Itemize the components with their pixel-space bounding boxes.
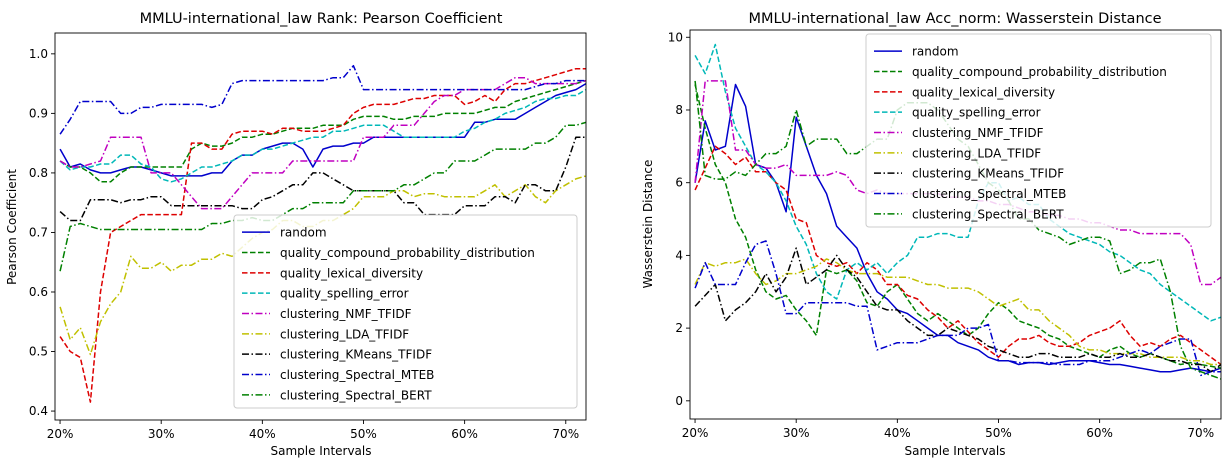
y-tick-label: 0.7	[29, 225, 48, 239]
x-tick-label: 70%	[1187, 426, 1214, 440]
x-tick-label: 70%	[552, 427, 579, 441]
legend-label: clustering_Spectral_MTEB	[280, 368, 434, 382]
series-line-clustering-lda-tfidf	[694, 258, 1221, 366]
plot-frame	[54, 32, 587, 421]
x-tick-label: 20%	[47, 427, 74, 441]
y-tick-label: 0.4	[29, 404, 48, 418]
legend: random quality_compound_probability_distr…	[865, 33, 1212, 228]
series-line-quality-lexical-diversity	[59, 67, 586, 403]
chart-title: MMLU-international_law Rank: Pearson Coe…	[140, 11, 503, 27]
legend-label: clustering_Spectral_BERT	[912, 207, 1064, 221]
x-axis-label: Sample Intervals	[270, 444, 371, 458]
series-line-clustering-spectral-bert	[59, 121, 586, 272]
y-axis-label: Wasserstein Distance	[641, 160, 655, 289]
legend-label: quality_spelling_error	[280, 287, 409, 301]
x-tick-label: 40%	[884, 426, 911, 440]
x-tick-label: 50%	[350, 427, 377, 441]
legend-box	[865, 33, 1212, 228]
legend-label: clustering_KMeans_TFIDF	[280, 348, 432, 362]
legend-label: quality_compound_probability_distributio…	[280, 246, 535, 260]
x-tick-label: 20%	[682, 426, 709, 440]
series-line-clustering-kmeans-tfidf	[694, 247, 1221, 373]
y-tick-label: 0.8	[29, 166, 48, 180]
series-line-clustering-spectral-mteb	[694, 240, 1221, 377]
y-tick-label: 0.5	[29, 345, 48, 359]
legend-label: clustering_NMF_TFIDF	[280, 307, 412, 321]
legend: random quality_compound_probability_distr…	[233, 214, 578, 409]
y-tick-label: 0.6	[29, 285, 48, 299]
series-group	[694, 43, 1221, 380]
pearson-chart: MMLU-international_law Rank: Pearson Coe…	[5, 11, 587, 458]
legend-label: clustering_LDA_TFIDF	[912, 146, 1041, 160]
x-tick-label: 30%	[148, 427, 175, 441]
chart-title: MMLU-international_law Acc_norm: Wassers…	[748, 11, 1161, 27]
x-tick-label: 30%	[783, 426, 810, 440]
y-tick-label: 1.0	[29, 47, 48, 61]
series-line-clustering-nmf-tfidf	[694, 80, 1221, 286]
legend-box	[233, 214, 578, 409]
y-tick-label: 2	[675, 321, 683, 335]
x-tick-label: 60%	[1086, 426, 1113, 440]
y-axis-label: Pearson Coefficient	[5, 169, 19, 285]
y-tick-label: 0	[675, 394, 683, 408]
x-tick-label: 50%	[985, 426, 1012, 440]
legend-label: clustering_KMeans_TFIDF	[912, 167, 1064, 181]
legend-label: clustering_NMF_TFIDF	[912, 126, 1044, 140]
legend-label: quality_lexical_diversity	[912, 85, 1055, 99]
series-line-quality-lexical-diversity	[694, 145, 1221, 366]
series-line-quality-spelling-error	[694, 43, 1221, 322]
y-tick-label: 6	[675, 176, 683, 190]
series-line-random	[59, 82, 586, 177]
series-line-clustering-spectral-mteb	[59, 64, 586, 135]
series-line-random	[694, 83, 1221, 373]
legend-label: clustering_Spectral_BERT	[280, 388, 432, 402]
series-line-quality-compound-probability-distribution	[59, 79, 586, 183]
y-tick-label: 0.9	[29, 106, 48, 120]
series-line-clustering-nmf-tfidf	[59, 76, 586, 210]
legend-label: random	[912, 45, 959, 59]
legend-label: clustering_LDA_TFIDF	[280, 327, 409, 341]
y-tick-label: 10	[668, 30, 683, 44]
x-axis-label: Sample Intervals	[904, 444, 1005, 458]
wasserstein-chart: MMLU-international_law Acc_norm: Wassers…	[641, 11, 1222, 458]
legend-label: quality_lexical_diversity	[280, 266, 423, 280]
legend-label: random	[280, 226, 327, 240]
plot-frame	[689, 29, 1222, 420]
legend-label: quality_compound_probability_distributio…	[912, 65, 1167, 79]
x-tick-label: 60%	[451, 427, 478, 441]
x-tick-label: 40%	[249, 427, 276, 441]
series-line-quality-compound-probability-distribution	[694, 84, 1221, 369]
legend-label: quality_spelling_error	[912, 106, 1041, 120]
series-line-quality-spelling-error	[59, 88, 586, 183]
y-tick-label: 8	[675, 103, 683, 117]
y-tick-label: 4	[675, 248, 683, 262]
series-line-clustering-kmeans-tfidf	[59, 136, 586, 222]
legend-label: clustering_Spectral_MTEB	[912, 187, 1066, 201]
